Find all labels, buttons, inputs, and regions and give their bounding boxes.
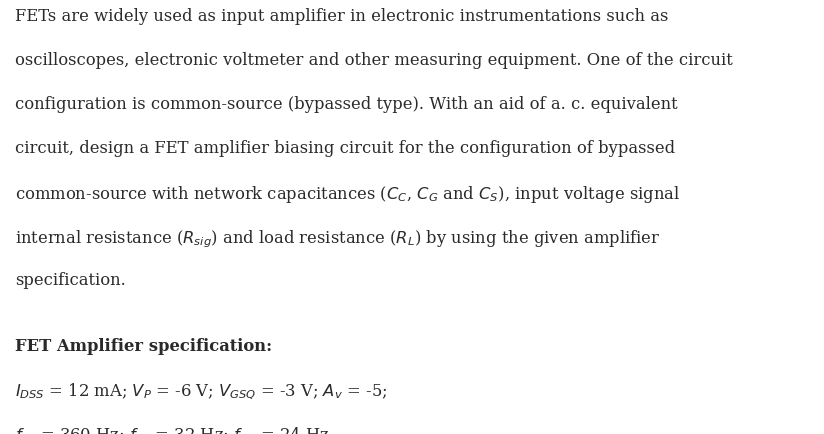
Text: FETs are widely used as input amplifier in electronic instrumentations such as: FETs are widely used as input amplifier … — [15, 8, 668, 25]
Text: $f_{LS}$ = 360 Hz; $f_{LC}$ = 32 Hz; $f_{LG}$ = 24 Hz.: $f_{LS}$ = 360 Hz; $f_{LC}$ = 32 Hz; $f_… — [15, 426, 334, 434]
Text: oscilloscopes, electronic voltmeter and other measuring equipment. One of the ci: oscilloscopes, electronic voltmeter and … — [15, 52, 733, 69]
Text: configuration is common-source (bypassed type). With an aid of a. c. equivalent: configuration is common-source (bypassed… — [15, 96, 677, 113]
Text: common-source with network capacitances ($C_C$, $C_G$ and $C_S$), input voltage : common-source with network capacitances … — [15, 184, 681, 205]
Text: circuit, design a FET amplifier biasing circuit for the configuration of bypasse: circuit, design a FET amplifier biasing … — [15, 140, 675, 157]
Text: FET Amplifier specification:: FET Amplifier specification: — [15, 338, 272, 355]
Text: $I_{DSS}$ = 12 mA; $V_P$ = -6 V; $V_{GSQ}$ = -3 V; $A_v$ = -5;: $I_{DSS}$ = 12 mA; $V_P$ = -6 V; $V_{GSQ… — [15, 382, 387, 402]
Text: specification.: specification. — [15, 272, 126, 289]
Text: internal resistance ($R_{sig}$) and load resistance ($R_L$) by using the given a: internal resistance ($R_{sig}$) and load… — [15, 228, 661, 250]
